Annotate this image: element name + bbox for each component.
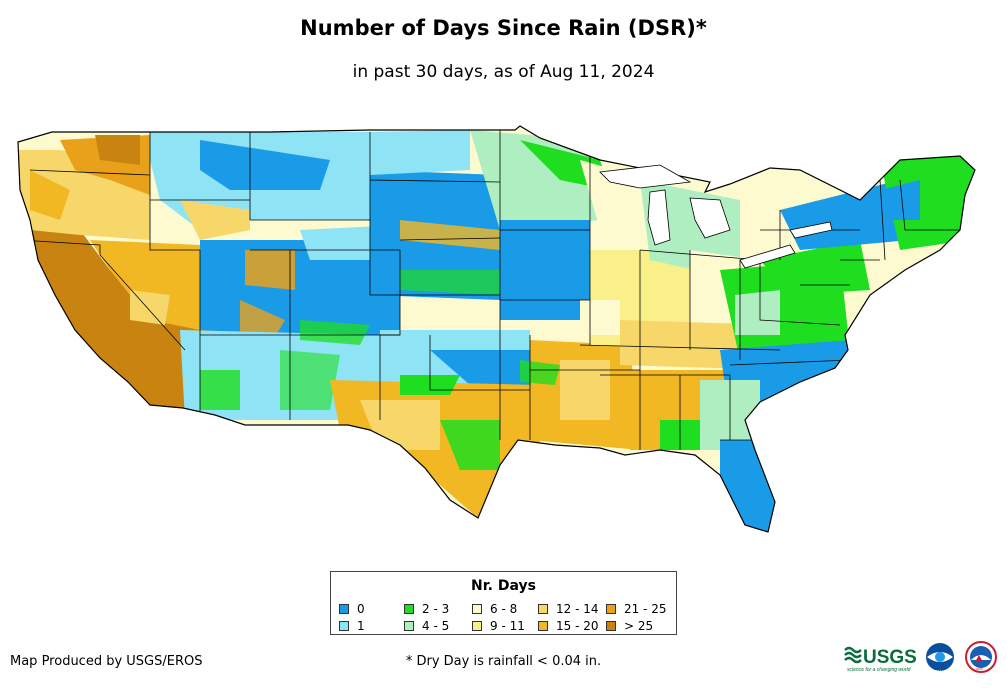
legend-title: Nr. Days bbox=[471, 578, 536, 594]
nws-logo-text: NWS bbox=[976, 667, 983, 671]
legend-item: 6 - 8 bbox=[472, 602, 517, 616]
state-boundaries bbox=[19, 130, 960, 450]
usgs-logo: USGS science for a changing world bbox=[844, 646, 917, 673]
legend-swatch bbox=[472, 604, 482, 614]
map-title: Number of Days Since Rain (DSR)* bbox=[300, 16, 707, 40]
legend-item: 2 - 3 bbox=[404, 602, 449, 616]
legend-label: 1 bbox=[357, 619, 365, 633]
map-subtitle: in past 30 days, as of Aug 11, 2024 bbox=[352, 62, 655, 82]
agency-logos: USGS science for a changing world NOAA N… bbox=[844, 641, 997, 673]
dsr-regions bbox=[18, 126, 975, 532]
great-lakes bbox=[599, 164, 833, 269]
usgs-tagline: science for a changing world bbox=[847, 667, 911, 673]
map-credit: Map Produced by USGS/EROS bbox=[10, 654, 203, 669]
us-outline bbox=[17, 125, 976, 533]
legend-item: 21 - 25 bbox=[606, 602, 667, 616]
legend: Nr. Days 0 1 2 - 3 4 - 5 6 - 8 9 - 11 12… bbox=[330, 571, 677, 635]
legend-item: 12 - 14 bbox=[538, 602, 599, 616]
legend-swatch bbox=[538, 621, 548, 631]
nws-logo: NWS bbox=[965, 641, 997, 673]
legend-label: > 25 bbox=[624, 619, 654, 633]
legend-item: 15 - 20 bbox=[538, 619, 599, 633]
legend-swatch bbox=[339, 604, 349, 614]
legend-label: 9 - 11 bbox=[490, 619, 525, 633]
legend-label: 6 - 8 bbox=[490, 602, 518, 616]
legend-item: 4 - 5 bbox=[404, 619, 449, 633]
legend-label: 4 - 5 bbox=[422, 619, 450, 633]
legend-label: 21 - 25 bbox=[624, 602, 667, 616]
legend-swatch bbox=[339, 621, 349, 631]
noaa-logo: NOAA bbox=[926, 643, 954, 673]
legend-swatch bbox=[606, 621, 616, 631]
usgs-logo-text: USGS bbox=[863, 647, 917, 668]
legend-label: 0 bbox=[357, 602, 365, 616]
legend-item: 1 bbox=[339, 619, 365, 633]
legend-swatch bbox=[404, 604, 414, 614]
legend-item: > 25 bbox=[606, 619, 653, 633]
conus-dsr-map bbox=[17, 125, 976, 533]
legend-swatch bbox=[538, 604, 548, 614]
legend-swatch bbox=[472, 621, 482, 631]
legend-label: 2 - 3 bbox=[422, 602, 450, 616]
legend-label: 12 - 14 bbox=[556, 602, 599, 616]
legend-swatch bbox=[404, 621, 414, 631]
legend-label: 15 - 20 bbox=[556, 619, 599, 633]
legend-item: 9 - 11 bbox=[472, 619, 525, 633]
dry-day-footnote: * Dry Day is rainfall < 0.04 in. bbox=[405, 654, 602, 669]
legend-item: 0 bbox=[339, 602, 365, 616]
noaa-logo-text: NOAA bbox=[933, 669, 942, 673]
legend-swatch bbox=[606, 604, 616, 614]
